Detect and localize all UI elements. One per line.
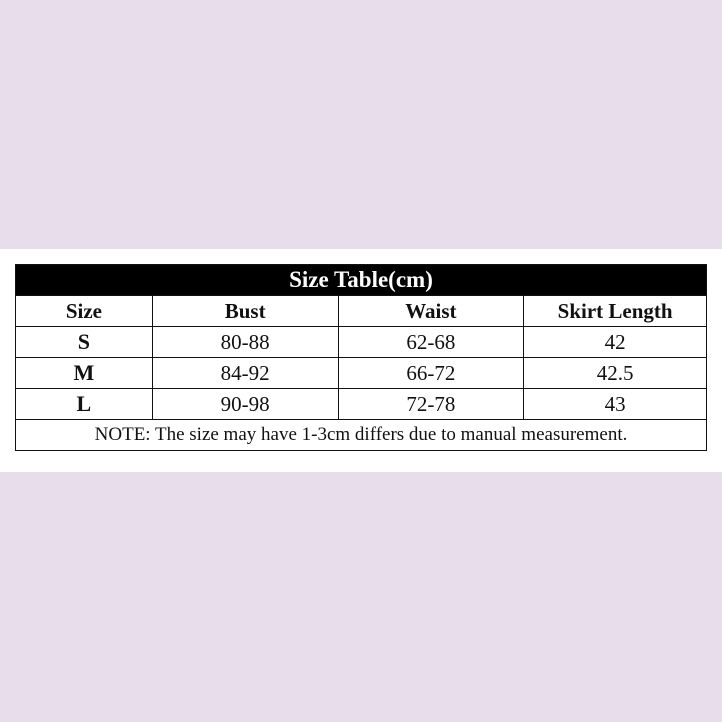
header-skirt-length: Skirt Length bbox=[523, 295, 707, 327]
header-bust: Bust bbox=[151, 295, 339, 327]
cell-skirt-length: 43 bbox=[523, 388, 707, 420]
cell-size: S bbox=[15, 326, 153, 358]
cell-waist: 62-68 bbox=[337, 326, 525, 358]
cell-skirt-length: 42.5 bbox=[523, 357, 707, 389]
header-size: Size bbox=[15, 295, 153, 327]
header-waist: Waist bbox=[337, 295, 525, 327]
table-row: L 90-98 72-78 43 bbox=[15, 388, 707, 420]
size-table: Size Table(cm) Size Bust Waist Skirt Len… bbox=[15, 264, 707, 451]
cell-waist: 66-72 bbox=[337, 357, 525, 389]
table-row: M 84-92 66-72 42.5 bbox=[15, 357, 707, 389]
table-row: S 80-88 62-68 42 bbox=[15, 326, 707, 358]
header-row: Size Bust Waist Skirt Length bbox=[15, 295, 707, 327]
table-title: Size Table(cm) bbox=[15, 264, 707, 296]
note: NOTE: The size may have 1-3cm differs du… bbox=[15, 419, 707, 451]
cell-size: L bbox=[15, 388, 153, 420]
cell-bust: 84-92 bbox=[151, 357, 339, 389]
cell-waist: 72-78 bbox=[337, 388, 525, 420]
cell-size: M bbox=[15, 357, 153, 389]
cell-bust: 90-98 bbox=[151, 388, 339, 420]
cell-bust: 80-88 bbox=[151, 326, 339, 358]
cell-skirt-length: 42 bbox=[523, 326, 707, 358]
